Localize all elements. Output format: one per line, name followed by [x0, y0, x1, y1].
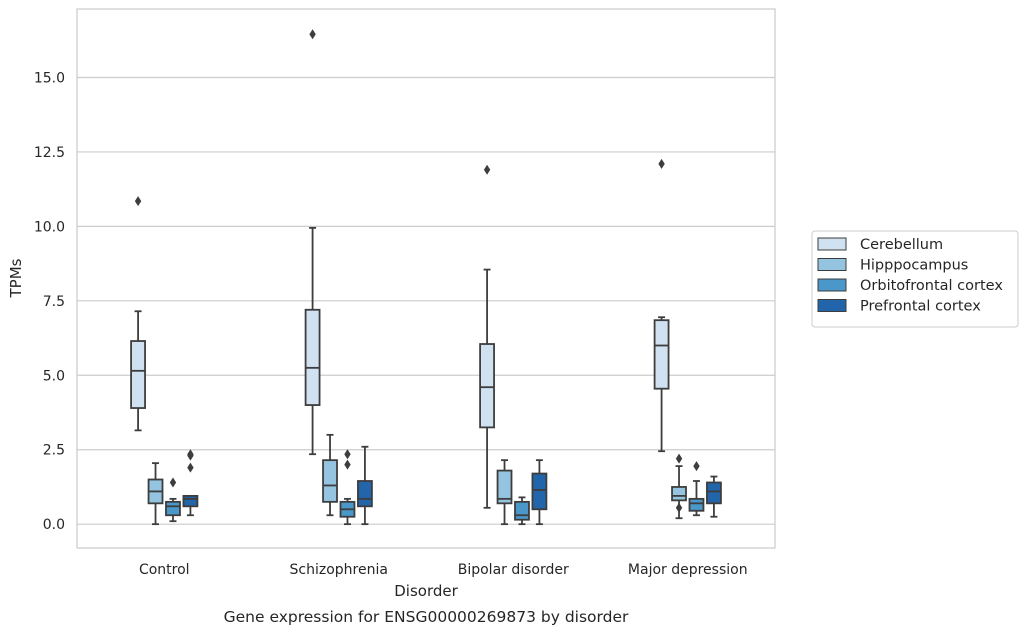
legend-label: Cerebellum — [860, 237, 943, 253]
box-orbitofrontal-cortex-2 — [514, 496, 530, 526]
plot-frame — [76, 8, 776, 549]
box-iqr — [479, 343, 495, 429]
y-tick-label: 7.5 — [43, 294, 65, 310]
outlier-marker — [658, 158, 665, 169]
box-orbitofrontal-cortex-0 — [165, 477, 181, 523]
x-tick-label: Major depression — [628, 562, 748, 578]
outlier-marker — [344, 459, 351, 470]
outlier-marker — [134, 196, 142, 207]
y-tick-label: 0.0 — [43, 517, 65, 533]
box-iqr — [706, 481, 722, 505]
box-iqr — [182, 494, 199, 508]
box-iqr — [130, 340, 146, 409]
y-tick-label: 2.5 — [43, 443, 65, 459]
y-tick-label: 5.0 — [43, 368, 65, 384]
box-cerebellum-2 — [479, 164, 495, 509]
box-prefrontal-cortex-2 — [531, 459, 548, 526]
box-iqr — [653, 319, 670, 390]
outlier-marker — [675, 453, 683, 464]
box-hipppocampus-3 — [671, 453, 687, 520]
legend-swatch — [817, 237, 847, 251]
outlier-marker — [309, 29, 316, 40]
y-tick-labels: 0.0 2.5 5.0 7.5 10.0 12.5 15.0 — [34, 70, 65, 533]
box-hipppocampus-1 — [322, 433, 338, 517]
outlier-marker — [169, 477, 177, 488]
box-orbitofrontal-cortex-1 — [339, 449, 356, 526]
outlier-marker — [187, 462, 194, 473]
box-prefrontal-cortex-0 — [182, 449, 199, 517]
grid-layer — [77, 76, 775, 525]
legend-label: Prefrontal cortex — [860, 299, 981, 315]
outlier-marker — [483, 164, 491, 175]
x-tick-label: Bipolar disorder — [458, 562, 569, 578]
outlier-marker — [693, 461, 700, 472]
y-tick-label: 10.0 — [34, 219, 65, 235]
y-tick-label: 12.5 — [34, 145, 65, 161]
box-iqr — [688, 497, 705, 512]
y-tick-label: 15.0 — [34, 70, 65, 86]
box-hipppocampus-0 — [147, 462, 164, 526]
box-prefrontal-cortex-1 — [357, 445, 373, 526]
box-iqr — [357, 480, 373, 508]
box-iqr — [304, 308, 321, 406]
box-iqr — [671, 486, 687, 502]
x-tick-label: Control — [139, 562, 190, 578]
x-tick-labels: Control Schizophrenia Bipolar disorder Majo… — [139, 562, 748, 578]
outlier-marker — [187, 449, 194, 460]
box-cerebellum-0 — [130, 196, 146, 432]
box-cerebellum-3 — [653, 158, 670, 453]
legend-swatch — [817, 299, 847, 312]
box-orbitofrontal-cortex-3 — [688, 461, 705, 517]
box-iqr — [514, 500, 530, 521]
box-iqr — [531, 472, 548, 511]
box-hipppocampus-2 — [496, 459, 513, 526]
box-iqr — [322, 459, 338, 503]
legend-label: Hipppocampus — [860, 258, 968, 274]
legend-label: Orbitofrontal cortex — [860, 278, 1003, 294]
chart-caption: Gene expression for ENSG00000269873 by d… — [224, 608, 629, 626]
outlier-marker — [675, 502, 683, 513]
y-axis-label: TPMs — [7, 258, 25, 298]
legend-swatch — [817, 278, 847, 292]
outlier-marker — [344, 449, 351, 460]
box-layer — [130, 29, 722, 526]
legend: Cerebellum Hipppocampus Orbitofrontal cort… — [811, 230, 1019, 328]
box-iqr — [496, 469, 513, 505]
legend-swatch — [817, 258, 847, 271]
x-tick-label: Schizophrenia — [290, 562, 388, 578]
x-axis-label: Disorder — [394, 582, 458, 600]
box-cerebellum-1 — [304, 29, 321, 456]
box-iqr — [165, 500, 181, 517]
legend-frame — [811, 230, 1019, 328]
box-prefrontal-cortex-3 — [706, 475, 722, 518]
